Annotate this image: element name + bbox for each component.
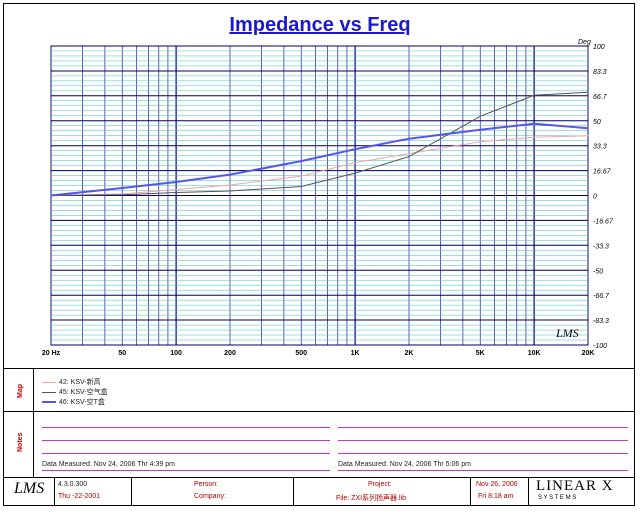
footer-file: File: ZXI系列扬声器.lib <box>336 495 407 502</box>
footer-brand: LINEAR X <box>536 478 614 494</box>
outer-frame <box>3 3 635 506</box>
legend-swatch <box>42 401 56 404</box>
y-tick-label: 0 <box>593 194 597 201</box>
footer-time: Fri 8:18 am <box>478 493 514 500</box>
legend-swatch <box>42 381 56 383</box>
y-tick-label: -33.3 <box>593 243 609 250</box>
series-point <box>354 148 356 150</box>
legend-label: 42: KSV-新高 <box>59 379 101 386</box>
x-tick-label: 100 <box>170 350 182 357</box>
legend-item: 42: KSV-新高 <box>42 377 101 387</box>
footer-version: 4.3.0.300 <box>58 481 88 488</box>
footer-project: Project: <box>368 481 392 488</box>
series-point <box>354 172 356 174</box>
notes-line <box>338 453 628 454</box>
legend-label: 45: KSV-空气盒 <box>59 389 108 396</box>
series-point <box>408 138 410 140</box>
series-point <box>479 115 481 117</box>
notes-line <box>42 453 330 454</box>
series-point <box>479 129 481 131</box>
series-point <box>408 156 410 158</box>
footer-cell-divider <box>528 477 529 505</box>
series-point <box>300 185 302 188</box>
series-point <box>229 173 231 176</box>
footer-date-line: Thu -22-2001 <box>58 493 101 500</box>
side-divider <box>33 368 34 477</box>
divider-notes <box>3 411 635 412</box>
y-tick-label: -66.7 <box>593 293 610 300</box>
series-point <box>533 136 535 138</box>
series-point <box>229 190 231 192</box>
y-tick-label: 50 <box>593 119 601 126</box>
series-point <box>587 127 589 129</box>
series-point <box>354 162 356 164</box>
series-line <box>50 122 589 197</box>
x-tick-label: 20K <box>582 350 595 357</box>
x-tick-label: 50 <box>118 350 126 357</box>
series-point <box>587 91 589 93</box>
notes-line <box>42 470 330 471</box>
x-tick-label: 10K <box>528 350 541 357</box>
y-tick-label: 100 <box>593 44 605 51</box>
footer-company: Company: <box>194 493 226 500</box>
notes-line <box>42 440 330 441</box>
series-point <box>121 194 123 196</box>
notes-line <box>338 470 628 471</box>
notes-line <box>338 427 628 428</box>
footer-date: Nov 26, 2006 <box>476 481 518 488</box>
legend-item: 46: KSV-空T盒 <box>42 397 105 407</box>
series-point <box>533 123 535 125</box>
notes-line <box>42 427 330 428</box>
x-tick-label: 1K <box>351 350 360 357</box>
series-point <box>175 188 177 191</box>
footer-cell-divider <box>470 477 471 505</box>
x-tick-label: 20 Hz <box>42 350 61 357</box>
legend-item: 45: KSV-空气盒 <box>42 387 108 397</box>
y-tick-label: -50 <box>593 268 603 275</box>
y-tick-label: 83.3 <box>593 69 607 76</box>
divider-footer <box>3 477 635 478</box>
footer-cell-divider <box>54 477 55 505</box>
notes-label: Notes <box>17 432 24 452</box>
legend-label: 46: KSV-空T盒 <box>59 399 105 406</box>
y-tick-label: 33.3 <box>593 144 607 151</box>
x-tick-label: 2K <box>405 350 414 357</box>
series-point <box>300 160 302 162</box>
chart-title: Impedance vs Freq <box>229 14 411 36</box>
series-line <box>50 135 589 196</box>
series-point <box>175 181 177 183</box>
x-tick-label: 5K <box>476 350 485 357</box>
footer-cell-divider <box>293 477 294 505</box>
series-point <box>50 194 52 197</box>
legend-swatch <box>42 391 56 393</box>
series-point <box>533 94 535 96</box>
series-point <box>408 153 410 155</box>
series-point <box>121 187 123 189</box>
x-tick-label: 200 <box>224 350 236 357</box>
series-line <box>50 91 589 196</box>
map-label: Map <box>17 384 24 398</box>
y-tick-label: -16.67 <box>593 218 614 225</box>
y-tick-label: 66.7 <box>593 94 608 101</box>
y-unit-label: Deg <box>578 39 591 46</box>
x-tick-label: 500 <box>295 350 307 357</box>
series-point <box>175 191 177 194</box>
footer-brand-sub: S Y S T E M S <box>538 495 577 501</box>
y-tick-label: -100 <box>593 343 607 350</box>
chart-annotation-logo: LMS <box>555 326 579 340</box>
footer-logo: LMS <box>14 480 45 497</box>
series-point <box>229 184 231 186</box>
footer-person: Person: <box>194 481 219 488</box>
series-point <box>479 141 481 143</box>
footer-cell-divider <box>131 477 132 505</box>
y-tick-label: 16.67 <box>593 169 612 176</box>
series-point <box>300 175 302 177</box>
series-point <box>587 135 589 137</box>
notes-line <box>338 440 628 441</box>
y-tick-label: -83.3 <box>593 318 609 325</box>
divider-map <box>3 368 635 369</box>
notes-measured-right: Data Measured: Nov 24, 2006 Thr 5:06 pm <box>338 461 471 468</box>
notes-measured-left: Data Measured: Nov 24, 2006 Thr 4:39 pm <box>42 461 175 468</box>
